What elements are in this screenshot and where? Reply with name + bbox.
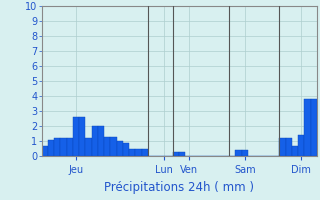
Bar [129,148,135,156]
Bar [104,137,110,156]
Bar [236,150,242,156]
Bar [67,138,73,156]
Bar [73,117,79,156]
Bar [79,117,85,156]
Bar [310,99,317,156]
Bar [179,152,186,156]
Bar [292,146,298,156]
Bar [85,138,92,156]
Bar [54,138,60,156]
X-axis label: Précipitations 24h ( mm ): Précipitations 24h ( mm ) [104,181,254,194]
Bar [123,142,129,156]
Bar [92,126,98,156]
Bar [60,138,67,156]
Bar [135,149,142,156]
Bar [304,99,310,156]
Bar [285,138,292,156]
Bar [42,146,48,156]
Bar [48,140,54,156]
Bar [98,126,104,156]
Bar [298,135,304,156]
Bar [117,141,123,156]
Bar [242,150,248,156]
Bar [279,138,285,156]
Bar [142,149,148,156]
Bar [173,152,179,156]
Bar [110,137,117,156]
